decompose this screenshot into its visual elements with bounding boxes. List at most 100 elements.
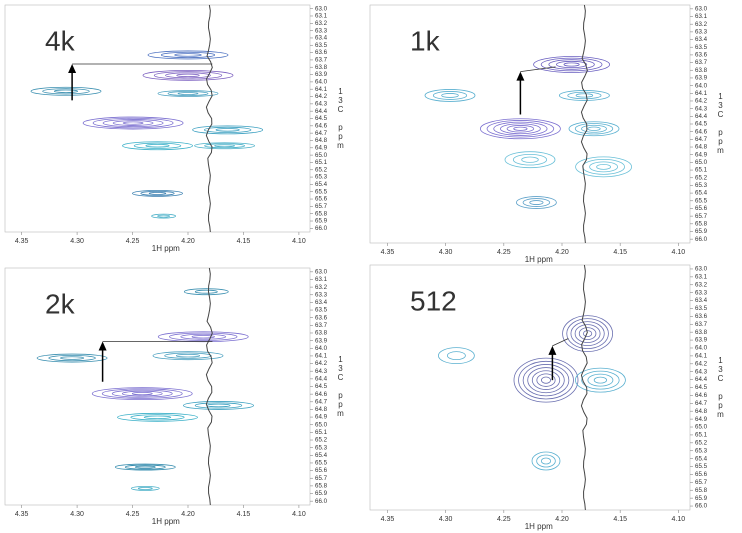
x-tick-label: 4.10 [672, 516, 686, 523]
contour [574, 324, 601, 344]
y-tick-label: 63.2 [315, 284, 328, 291]
contour [180, 333, 227, 340]
y-tick-label: 65.2 [695, 439, 708, 446]
x-axis-label: 1H ppm [152, 517, 180, 526]
y-tick-label: 64.4 [695, 376, 708, 383]
contour [133, 142, 182, 149]
y-tick-label: 63.5 [315, 307, 328, 314]
y-tick-label: 63.1 [315, 13, 328, 20]
contour [194, 402, 243, 409]
x-tick-label: 4.25 [126, 238, 140, 245]
y-tick-label: 64.7 [695, 400, 708, 407]
contour [145, 144, 170, 148]
y-tick-label: 64.3 [315, 368, 328, 375]
contour [527, 367, 565, 394]
contour [533, 56, 610, 73]
y-tick-label: 65.5 [315, 460, 328, 467]
y-tick-label: 63.3 [695, 289, 708, 296]
contour [151, 213, 177, 219]
y-tick-label: 63.7 [695, 321, 708, 328]
contour [42, 88, 90, 95]
x-tick-label: 4.25 [126, 511, 140, 518]
contour [521, 156, 539, 163]
contour [518, 360, 574, 400]
contour [493, 121, 548, 136]
y-tick-label: 65.3 [315, 444, 328, 451]
contour [540, 457, 552, 465]
y-tick-label: 64.2 [315, 93, 328, 100]
contour [437, 347, 475, 365]
y-tick-label: 63.0 [695, 5, 708, 12]
y-tick-label: 65.2 [315, 437, 328, 444]
contour [137, 487, 153, 490]
y-tick-label: 64.0 [695, 82, 708, 89]
x-tick-label: 4.25 [497, 516, 511, 523]
y-tick-label: 66.0 [315, 498, 328, 505]
contour [142, 69, 234, 81]
contour [587, 126, 601, 131]
trace-line [580, 4, 588, 244]
contour [122, 121, 144, 125]
y-tick-label: 65.0 [695, 424, 708, 431]
contour [124, 464, 166, 470]
x-tick-label: 4.35 [381, 249, 395, 256]
contour [53, 89, 79, 93]
y-tick-label: 65.4 [695, 455, 708, 462]
y-tick-label: 64.3 [315, 100, 328, 107]
y-tick-label: 65.2 [315, 166, 328, 173]
y-tick-label: 64.1 [695, 353, 708, 360]
y-tick-label: 63.5 [695, 305, 708, 312]
contour [148, 192, 167, 195]
x-tick-label: 4.10 [292, 238, 306, 245]
y-tick-label: 65.7 [695, 479, 708, 486]
contour [541, 376, 551, 384]
y-tick-label: 65.6 [315, 196, 328, 203]
contour [157, 214, 171, 218]
contour [529, 200, 544, 205]
contour [215, 128, 240, 132]
contour [512, 153, 548, 166]
y-tick-label: 63.6 [695, 313, 708, 320]
y-tick-label: 64.3 [695, 105, 708, 112]
y-tick-label: 66.0 [695, 503, 708, 510]
y-tick-label: 64.5 [695, 384, 708, 391]
y-tick-label: 63.3 [315, 291, 328, 298]
x-tick-label: 4.20 [181, 238, 195, 245]
y-tick-label: 64.9 [695, 151, 708, 158]
contour [92, 117, 174, 129]
contour [441, 93, 459, 98]
contour [506, 125, 535, 133]
y-tick-label: 65.8 [695, 487, 708, 494]
y-tick-label: 63.1 [315, 276, 328, 283]
y-tick-label: 65.3 [315, 174, 328, 181]
y-tick-label: 65.1 [695, 432, 708, 439]
contour [513, 126, 528, 131]
x-tick-label: 4.30 [439, 249, 453, 256]
y-tick-label: 65.3 [695, 447, 708, 454]
contour [424, 89, 476, 102]
panel-label: 2k [45, 288, 76, 319]
contour [152, 351, 224, 361]
contour [214, 144, 236, 148]
contour [566, 318, 609, 350]
x-tick-label: 4.15 [613, 516, 627, 523]
y-tick-label: 65.9 [695, 228, 708, 235]
contour [563, 62, 580, 67]
x-tick-label: 4.35 [15, 511, 29, 518]
y-tick-label: 64.2 [695, 98, 708, 105]
contour [562, 315, 613, 353]
contour [160, 51, 216, 59]
y-tick-label: 63.6 [315, 314, 328, 321]
y-tick-label: 63.5 [315, 42, 328, 49]
y-tick-label: 65.6 [695, 205, 708, 212]
y-axis-label: 13C ppm [336, 86, 345, 150]
contour [578, 327, 597, 341]
contour [567, 91, 602, 100]
y-tick-label: 63.2 [315, 20, 328, 27]
y-tick-label: 66.0 [315, 225, 328, 232]
contour [548, 59, 595, 70]
contour [522, 198, 551, 207]
x-tick-label: 4.30 [70, 238, 84, 245]
contour [504, 151, 556, 169]
